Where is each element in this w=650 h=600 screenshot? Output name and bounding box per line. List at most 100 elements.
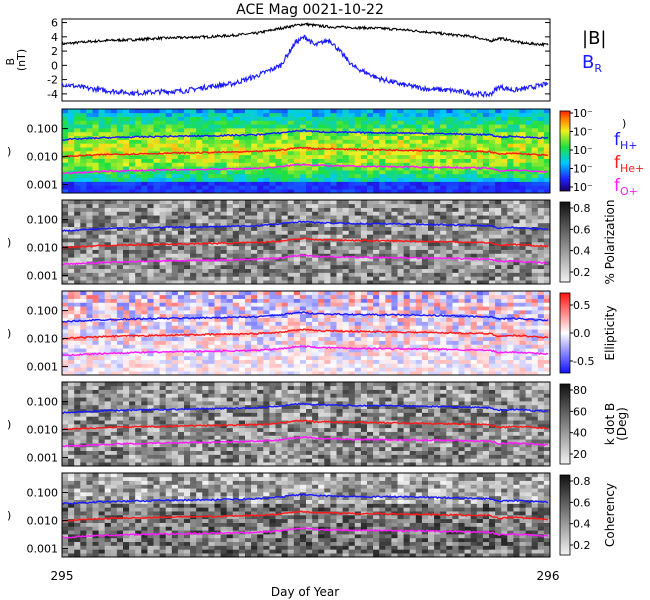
- heatmap-cell: [68, 294, 75, 299]
- heatmap-cell: [428, 268, 435, 273]
- heatmap-cell: [513, 177, 520, 182]
- heatmap-cell: [360, 128, 368, 133]
- heatmap-cell: [190, 154, 197, 159]
- heatmap-cell: [360, 131, 368, 137]
- heatmap-cell: [141, 120, 148, 125]
- heatmap-cell: [269, 249, 276, 254]
- heatmap-cell: [452, 158, 459, 163]
- heatmap-cell: [135, 185, 142, 190]
- heatmap-cell: [306, 230, 313, 235]
- heatmap-cell: [330, 215, 337, 220]
- heatmap-cell: [409, 298, 417, 303]
- heatmap-cell: [476, 158, 484, 163]
- heatmap-cell: [74, 124, 81, 129]
- heatmap-cell: [86, 359, 93, 364]
- heatmap-cell: [129, 245, 136, 250]
- heatmap-cell: [306, 245, 313, 250]
- heatmap-cell: [220, 310, 227, 315]
- heatmap-cell: [409, 139, 417, 144]
- heatmap-cell: [458, 177, 465, 182]
- chart-title: ACE Mag 0021-10-22: [236, 2, 384, 18]
- heatmap-cell: [312, 109, 319, 114]
- heatmap-cell: [501, 139, 508, 144]
- heatmap-cell: [86, 185, 93, 190]
- heatmap-cell: [147, 291, 154, 296]
- heatmap-cell: [159, 249, 166, 254]
- heatmap-cell: [251, 147, 258, 152]
- heatmap-cell: [379, 336, 386, 341]
- heatmap-cell: [354, 317, 362, 322]
- heatmap-cell: [513, 170, 520, 175]
- heatmap-cell: [80, 189, 87, 194]
- heatmap-cell: [513, 230, 520, 235]
- heatmap-cell: [458, 253, 465, 258]
- heatmap-cell: [226, 268, 234, 273]
- heatmap-cell: [245, 151, 252, 156]
- heatmap-cell: [196, 264, 203, 270]
- heatmap-cell: [275, 215, 282, 220]
- heatmap-cell: [263, 268, 270, 273]
- heatmap-cell: [312, 143, 319, 148]
- heatmap-cell: [421, 143, 429, 148]
- heatmap-cell: [373, 234, 380, 239]
- heatmap-cell: [263, 207, 270, 212]
- heatmap-cell: [385, 313, 392, 319]
- heatmap-cell: [110, 348, 118, 353]
- heatmap-cell: [62, 280, 69, 285]
- heatmap-cell: [403, 143, 410, 148]
- heatmap-cell: [330, 151, 337, 156]
- heatmap-cell: [458, 200, 465, 205]
- heatmap-cell: [360, 158, 368, 163]
- heatmap-cell: [428, 226, 435, 231]
- heatmap-cell: [306, 352, 313, 357]
- heatmap-cell: [470, 124, 478, 129]
- heatmap-cell: [245, 336, 252, 341]
- heatmap-cell: [312, 261, 319, 266]
- heatmap-cell: [208, 321, 215, 326]
- heatmap-cell: [165, 211, 173, 216]
- heatmap-cell: [293, 348, 301, 353]
- heatmap-cell: [135, 336, 142, 341]
- heatmap-cell: [306, 325, 313, 330]
- gyrofrequency-line-fO: [61, 163, 549, 175]
- heatmap-cell: [275, 268, 282, 273]
- heatmap-cell: [226, 200, 234, 205]
- heatmap-cell: [281, 158, 288, 163]
- heatmap-cell: [190, 162, 197, 167]
- heatmap-cell: [220, 181, 227, 186]
- heatmap-cell: [171, 215, 179, 220]
- heatmap-cell: [397, 280, 404, 285]
- heatmap-cell: [348, 116, 356, 121]
- heatmap-cell: [129, 166, 136, 171]
- heatmap-cell: [177, 226, 185, 231]
- heatmap-cell: [190, 253, 197, 258]
- heatmap-cell: [110, 124, 118, 129]
- heatmap-cell: [409, 363, 417, 368]
- heatmap-cell: [421, 280, 429, 285]
- heatmap-cell: [501, 257, 508, 262]
- heatmap-cell: [367, 249, 374, 254]
- heatmap-cell: [62, 189, 69, 194]
- heatmap-cell: [354, 207, 362, 212]
- heatmap-cell: [74, 333, 81, 338]
- heatmap-cell: [403, 313, 410, 319]
- heatmap-cell: [397, 261, 404, 266]
- heatmap-cell: [421, 124, 429, 129]
- heatmap-cell: [116, 222, 124, 228]
- heatmap-cell: [452, 185, 459, 190]
- heatmap-cell: [336, 276, 343, 281]
- heatmap-cell: [184, 211, 191, 216]
- heatmap-cell: [428, 203, 435, 208]
- heatmap-cell: [257, 257, 264, 262]
- heatmap-cell: [123, 261, 130, 266]
- heatmap-cell: [135, 215, 142, 220]
- heatmap-cell: [281, 177, 288, 182]
- heatmap-cell: [110, 344, 118, 349]
- heatmap-cell: [458, 238, 465, 243]
- heatmap-cell: [470, 116, 478, 121]
- heatmap-cell: [385, 306, 392, 311]
- heatmap-cell: [354, 189, 362, 194]
- heatmap-cell: [62, 298, 69, 303]
- heatmap-cell: [428, 162, 435, 167]
